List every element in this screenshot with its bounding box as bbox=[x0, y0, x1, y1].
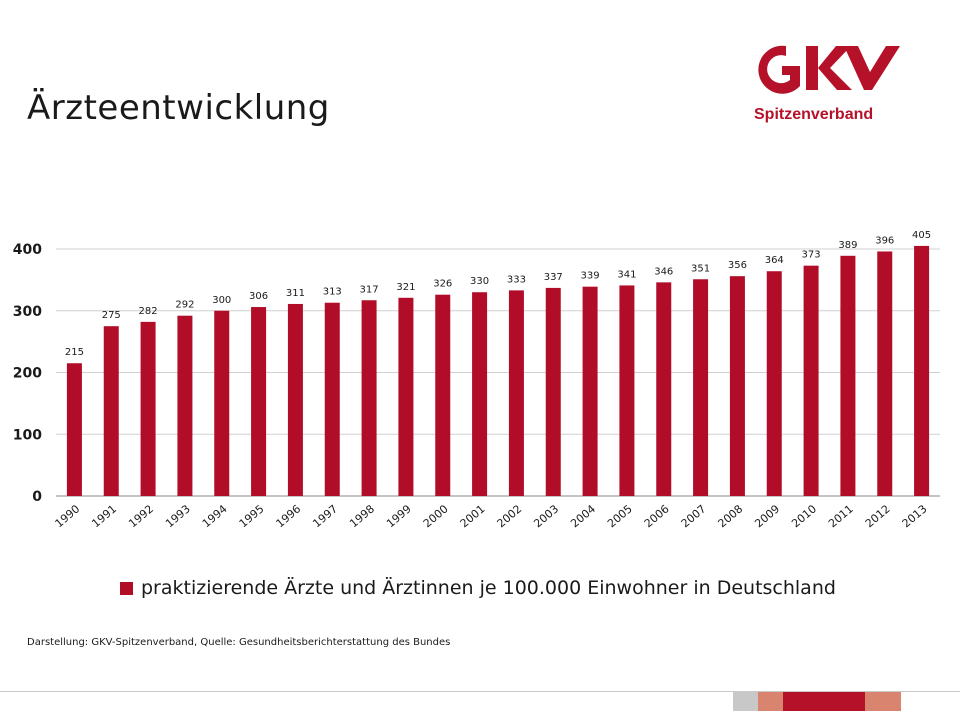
bar bbox=[914, 245, 930, 496]
bar bbox=[251, 307, 267, 496]
bar bbox=[177, 315, 193, 496]
x-tick-label: 2008 bbox=[716, 502, 746, 530]
data-label: 311 bbox=[286, 288, 305, 299]
x-tick-label: 2002 bbox=[495, 502, 525, 530]
data-label: 330 bbox=[470, 276, 489, 287]
bar bbox=[508, 290, 524, 496]
y-tick-label: 400 bbox=[13, 242, 42, 258]
x-tick-label: 1999 bbox=[384, 502, 414, 530]
x-tick-label: 1990 bbox=[53, 502, 83, 530]
logo-wordmark: Spitzenverband bbox=[754, 106, 874, 123]
bar bbox=[693, 279, 709, 496]
page-title: Ärzteentwicklung bbox=[27, 88, 330, 128]
data-label: 364 bbox=[765, 255, 784, 266]
y-tick-label: 0 bbox=[32, 489, 42, 505]
bar bbox=[472, 292, 488, 496]
x-tick-label: 2003 bbox=[531, 502, 561, 530]
bar bbox=[840, 255, 856, 496]
y-tick-label: 100 bbox=[13, 427, 42, 443]
data-label: 346 bbox=[654, 266, 673, 277]
data-label: 396 bbox=[875, 235, 894, 246]
footer-decoration bbox=[733, 692, 901, 711]
x-tick-label: 1992 bbox=[126, 502, 156, 530]
legend-swatch bbox=[120, 581, 133, 595]
data-label: 389 bbox=[838, 240, 857, 251]
x-tick-label: 1996 bbox=[274, 502, 304, 530]
data-label: 321 bbox=[396, 282, 415, 293]
bar bbox=[803, 265, 819, 496]
data-label: 351 bbox=[691, 263, 710, 274]
x-tick-label: 1995 bbox=[237, 502, 267, 530]
x-tick-label: 2006 bbox=[642, 502, 672, 530]
data-label: 275 bbox=[102, 310, 121, 321]
x-tick-label: 2009 bbox=[752, 502, 782, 530]
bar bbox=[324, 302, 340, 496]
bar bbox=[582, 286, 598, 496]
bar bbox=[729, 276, 745, 496]
data-label: 356 bbox=[728, 260, 747, 271]
data-label: 333 bbox=[507, 274, 526, 285]
x-tick-label: 2012 bbox=[863, 502, 893, 530]
data-label: 313 bbox=[323, 287, 342, 298]
bar bbox=[361, 300, 377, 496]
footer-divider bbox=[0, 691, 960, 692]
bar bbox=[287, 303, 303, 496]
x-tick-label: 2013 bbox=[900, 502, 930, 530]
bar bbox=[877, 251, 893, 496]
data-label: 339 bbox=[581, 271, 600, 282]
footer-block bbox=[783, 692, 865, 711]
y-tick-label: 300 bbox=[13, 304, 42, 320]
gkv-logo-icon bbox=[758, 45, 900, 94]
bar bbox=[140, 321, 156, 496]
bar bbox=[619, 285, 635, 496]
data-label: 373 bbox=[802, 250, 821, 261]
data-label: 215 bbox=[65, 347, 84, 358]
x-tick-label: 1993 bbox=[163, 502, 193, 530]
x-tick-label: 1991 bbox=[89, 502, 119, 530]
data-label: 282 bbox=[139, 306, 158, 317]
footer-block bbox=[865, 692, 901, 711]
bar bbox=[398, 297, 414, 496]
bar bbox=[103, 326, 119, 496]
data-label: 292 bbox=[175, 300, 194, 311]
x-tick-label: 2004 bbox=[568, 502, 598, 530]
bar bbox=[766, 271, 782, 496]
bar bbox=[656, 282, 672, 496]
x-tick-label: 2005 bbox=[605, 502, 635, 530]
data-label: 405 bbox=[912, 230, 931, 241]
legend: praktizierende Ärzte und Ärztinnen je 10… bbox=[120, 577, 836, 599]
x-tick-label: 1997 bbox=[310, 502, 340, 530]
legend-label: praktizierende Ärzte und Ärztinnen je 10… bbox=[141, 577, 836, 599]
data-label: 341 bbox=[617, 269, 636, 280]
x-tick-label: 2007 bbox=[679, 502, 709, 530]
bar-chart: 0 100 200 300 400 215 1990 275 1991 282 1992 292 199… bbox=[13, 230, 940, 530]
x-tick-label: 1998 bbox=[347, 502, 377, 530]
x-tick-label: 2001 bbox=[458, 502, 488, 530]
bar bbox=[435, 294, 451, 496]
bar bbox=[545, 287, 561, 496]
x-tick-label: 2011 bbox=[826, 502, 856, 530]
footer-block bbox=[733, 692, 758, 711]
data-label: 317 bbox=[360, 284, 379, 295]
data-label: 337 bbox=[544, 272, 563, 283]
source-note: Darstellung: GKV-Spitzenverband, Quelle:… bbox=[27, 637, 451, 648]
data-label: 326 bbox=[433, 279, 452, 290]
data-label: 300 bbox=[212, 295, 231, 306]
x-tick-label: 2010 bbox=[789, 502, 819, 530]
x-tick-label: 1994 bbox=[200, 502, 230, 530]
bar bbox=[214, 310, 230, 496]
footer-block bbox=[758, 692, 783, 711]
bar bbox=[66, 363, 82, 496]
x-tick-label: 2000 bbox=[421, 502, 451, 530]
y-tick-label: 200 bbox=[13, 366, 42, 382]
data-label: 306 bbox=[249, 291, 268, 302]
